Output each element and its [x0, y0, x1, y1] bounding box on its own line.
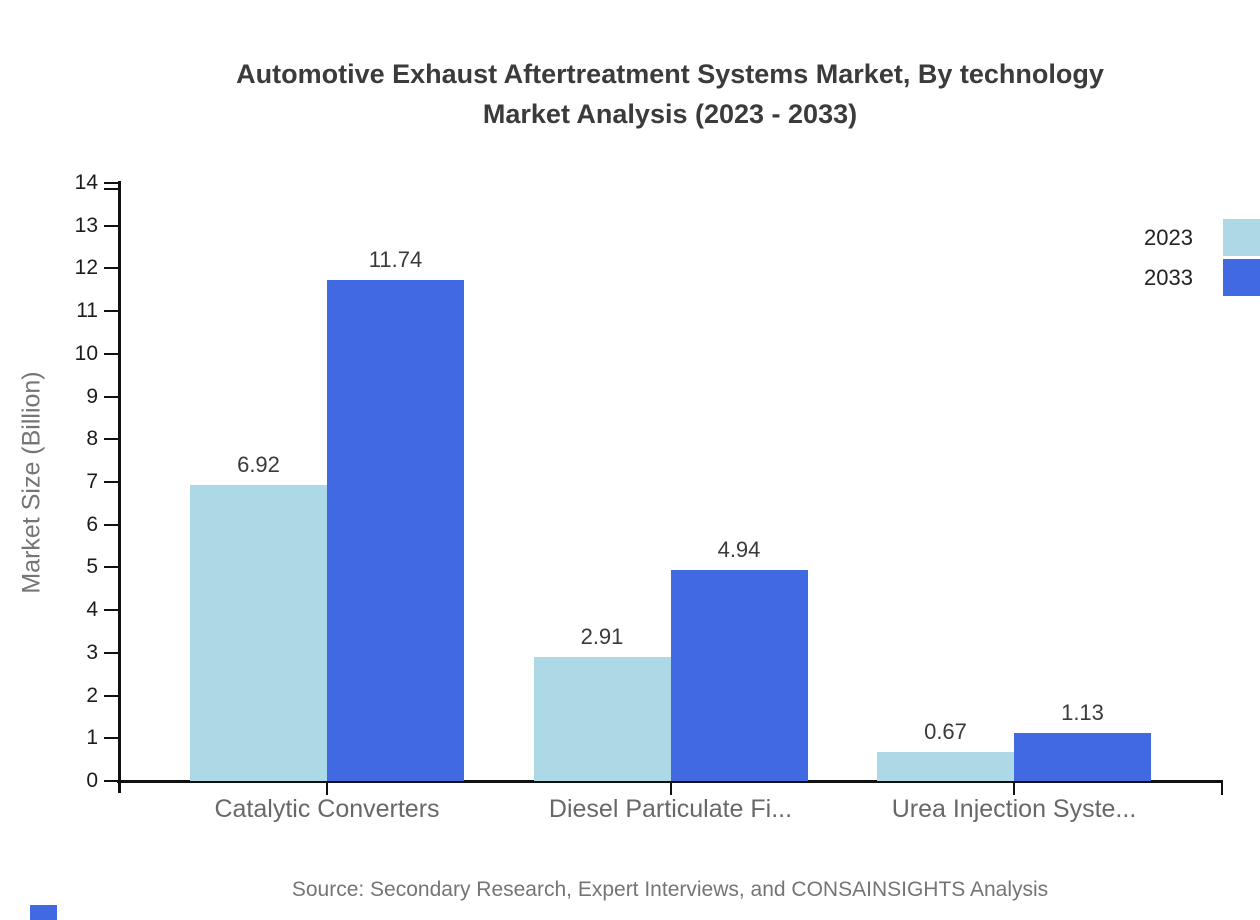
y-axis-tick-label: 8 — [86, 427, 98, 451]
y-axis-tick-label: 14 — [74, 171, 98, 194]
y-axis-tick — [104, 566, 119, 569]
x-axis-tick — [326, 781, 328, 795]
y-axis-line — [118, 181, 121, 793]
y-axis-tick — [104, 694, 119, 697]
source-note: Source: Secondary Research, Expert Inter… — [291, 878, 1049, 901]
bar-2033-3 — [1014, 732, 1151, 781]
chart-title-line2: Market Analysis (2023 - 2033) — [482, 99, 858, 129]
bar-2033-1 — [327, 279, 464, 781]
y-axis-tick-label: 3 — [86, 640, 98, 664]
y-axis-tick — [104, 224, 119, 227]
chart-title-line1: Automotive Exhaust Aftertreatment System… — [236, 59, 1104, 89]
y-axis-tick-label: 6 — [86, 512, 98, 536]
bar-2023-3 — [877, 752, 1014, 781]
y-axis-tick — [104, 737, 119, 740]
bar-2023-1 — [190, 485, 327, 781]
y-axis-tick — [104, 609, 119, 612]
y-axis-tick — [104, 352, 119, 355]
x-axis-end-tick — [1221, 781, 1223, 795]
category-label: Catalytic Converters — [214, 795, 440, 823]
bar-value-label: 6.92 — [237, 452, 280, 478]
y-axis-tick-label: 2 — [86, 683, 98, 707]
bar-2033-2 — [670, 569, 808, 781]
y-axis-tick-label: 9 — [86, 384, 98, 408]
bar-value-label: 0.67 — [924, 719, 967, 745]
legend-label-2033: 2033 — [1144, 265, 1193, 290]
y-axis-tick-label: 5 — [86, 555, 98, 579]
y-axis-tick — [104, 651, 119, 654]
chart-title: Automotive Exhaust Aftertreatment System… — [0, 54, 1260, 134]
y-axis-tick-label: 7 — [86, 470, 98, 493]
y-axis-tick — [104, 310, 119, 313]
bar-2023-2 — [533, 656, 671, 781]
y-axis-tick — [104, 182, 119, 184]
bar-value-label: 2.91 — [580, 623, 624, 649]
y-axis-tick — [104, 267, 119, 270]
category-label: Diesel Particulate Fi... — [548, 795, 793, 823]
legend-swatch-2033 — [1223, 259, 1260, 296]
category-label: Urea Injection Syste... — [891, 795, 1137, 823]
x-axis-tick — [669, 781, 672, 795]
y-axis-tick — [104, 523, 119, 526]
bar-value-label: 4.94 — [717, 536, 761, 562]
y-axis-tick-label: 12 — [74, 256, 98, 280]
bar-value-label: 11.74 — [368, 246, 423, 272]
y-axis-tick-label: 10 — [74, 341, 98, 365]
watermark-logo — [30, 905, 57, 920]
y-axis-tick — [104, 395, 119, 398]
y-axis-top-cap-tick — [104, 188, 119, 190]
y-axis-tick — [104, 438, 119, 441]
x-axis-tick — [1013, 781, 1015, 795]
y-axis-tick-label: 4 — [86, 598, 98, 622]
y-axis-tick — [104, 780, 119, 782]
y-axis-tick-label: 13 — [74, 213, 98, 237]
legend-label-2023: 2023 — [1144, 225, 1193, 250]
legend-swatch-2023 — [1223, 219, 1260, 256]
y-axis-tick-label: 11 — [76, 299, 98, 323]
y-axis-tick-label: 1 — [86, 726, 98, 750]
y-axis-tick — [104, 481, 119, 483]
y-axis-tick-label: 0 — [86, 769, 98, 792]
bar-value-label: 1.13 — [1061, 699, 1104, 725]
